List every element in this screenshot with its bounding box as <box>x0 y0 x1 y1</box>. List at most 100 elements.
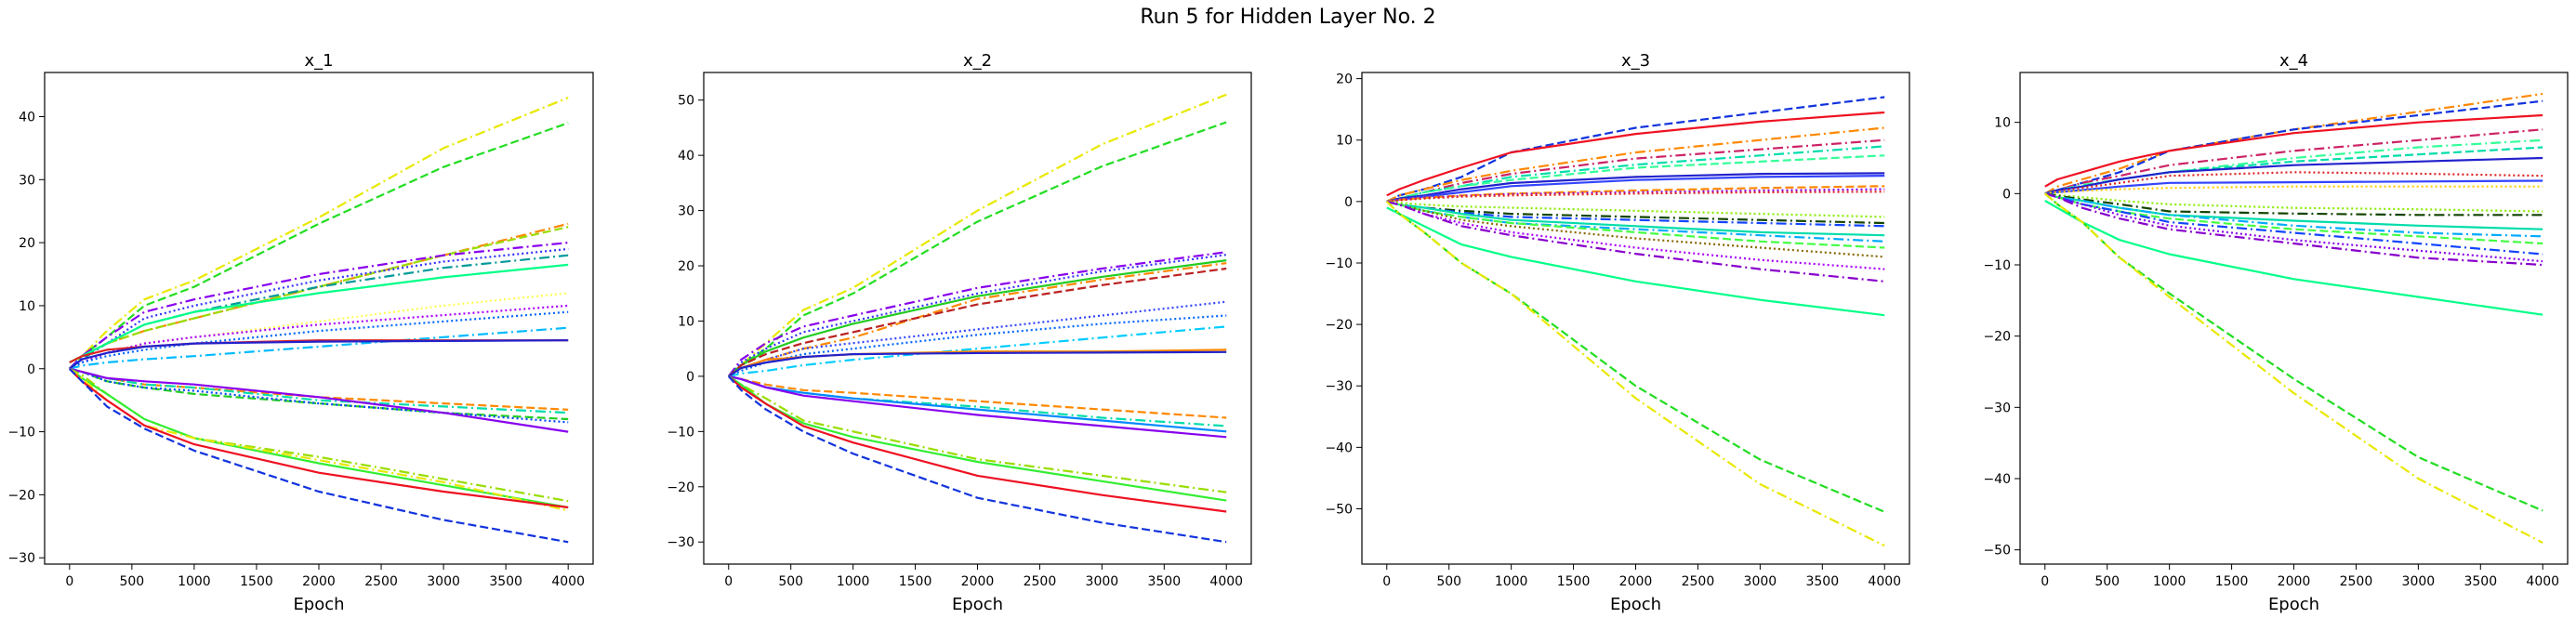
series-line-20 <box>727 375 1227 544</box>
y-tick-label: 20 <box>678 259 694 274</box>
y-tick-label: 0 <box>686 370 694 385</box>
series-line-1 <box>2044 92 2543 195</box>
subplot-title: x_3 <box>1621 51 1650 71</box>
series-line-5 <box>1386 145 1885 203</box>
x-tick-label: 500 <box>1436 574 1461 589</box>
y-tick-label: 10 <box>1994 116 2011 131</box>
y-tick-label: −20 <box>667 480 694 495</box>
series-line-9 <box>1386 185 1885 203</box>
series-line-6 <box>69 247 569 370</box>
series-line-19 <box>1386 200 1885 270</box>
x-tick-label: 1000 <box>837 574 870 589</box>
subplot-x_1: 0 500 1000 1500 2000 2500 3000 3500 4000 −30 −20 −1… <box>7 51 594 614</box>
series-line-9 <box>2044 179 2543 195</box>
x-tick-label: 4000 <box>1209 574 1243 589</box>
y-tick-label: 40 <box>19 110 35 125</box>
series-line-3 <box>727 251 1227 377</box>
y-tick-label: −30 <box>1983 401 2011 415</box>
x-tick-label: 2500 <box>364 574 398 589</box>
y-tick-label: −10 <box>1325 256 1353 271</box>
x-tick-label: 3500 <box>1147 574 1181 589</box>
x-tick-label: 3500 <box>2464 574 2497 589</box>
y-tick-label: −20 <box>1325 318 1353 333</box>
series-line-2 <box>1386 111 1885 197</box>
x-tick-label: 3500 <box>1805 574 1839 589</box>
series-line-1 <box>69 97 569 363</box>
x-tick-label: 2000 <box>302 574 336 589</box>
subplot-title: x_4 <box>2279 51 2308 71</box>
series-line-17 <box>69 367 569 421</box>
series-group <box>727 93 1227 544</box>
series-line-18 <box>1386 200 1885 258</box>
series-line-14 <box>728 375 1227 427</box>
series-line-13 <box>728 375 1227 419</box>
series-line-8 <box>728 300 1227 377</box>
series-line-14 <box>69 339 569 370</box>
subplot-x_3: 0 500 1000 1500 2000 2500 3000 3500 4000 −50 −40 −3… <box>1325 51 1910 614</box>
series-line-8 <box>69 263 569 363</box>
y-tick-label: −20 <box>1983 330 2011 345</box>
x-tick-label: 4000 <box>2526 574 2559 589</box>
series-line-10 <box>2044 185 2543 195</box>
series-line-12 <box>728 350 1227 377</box>
x-tick-label: 500 <box>119 574 144 589</box>
y-tick-label: 30 <box>678 204 694 219</box>
series-line-12 <box>69 326 569 370</box>
series-line-3 <box>2044 113 2543 188</box>
x-tick-label: 3500 <box>489 574 522 589</box>
series-line-21 <box>69 367 569 509</box>
series-line-24 <box>69 368 569 544</box>
x-tick-label: 2500 <box>1024 574 1057 589</box>
series-line-8 <box>2044 171 2543 195</box>
series-line-4 <box>69 226 569 370</box>
y-tick-label: −30 <box>667 535 694 550</box>
x-axis-label: Epoch <box>2268 595 2319 614</box>
y-tick-label: 30 <box>19 173 35 188</box>
x-tick-label: 2000 <box>1619 574 1653 589</box>
x-tick-label: 1000 <box>2153 574 2186 589</box>
series-line-9 <box>728 314 1227 377</box>
x-tick-label: 500 <box>778 574 803 589</box>
series-line-14 <box>1386 200 1885 228</box>
x-axis-label: Epoch <box>293 595 344 614</box>
series-line-19 <box>728 375 1227 513</box>
x-tick-label: 3000 <box>2402 574 2436 589</box>
plot-frame <box>2019 72 2569 565</box>
x-tick-label: 4000 <box>551 574 585 589</box>
x-tick-label: 1500 <box>899 574 932 589</box>
x-tick-label: 2000 <box>961 574 995 589</box>
series-line-1 <box>728 93 1227 377</box>
subplot-x_2: 0 500 1000 1500 2000 2500 3000 3500 4000−30−20−1… <box>667 51 1252 614</box>
x-tick-label: 0 <box>1382 574 1391 589</box>
series-line-21 <box>2044 192 2543 544</box>
series-line-10 <box>728 325 1227 377</box>
series-line-4 <box>2044 128 2543 195</box>
x-tick-label: 1500 <box>240 574 273 589</box>
series-group <box>2044 92 2543 544</box>
y-tick-label: 20 <box>1336 72 1353 87</box>
y-tick-label: 0 <box>27 362 35 377</box>
series-line-5 <box>69 242 569 370</box>
x-tick-label: 0 <box>724 574 733 589</box>
x-tick-label: 3000 <box>1086 574 1119 589</box>
y-tick-label: −10 <box>7 426 35 440</box>
y-tick-label: −10 <box>1983 258 2011 273</box>
series-line-18 <box>69 367 569 424</box>
y-tick-label: 10 <box>678 314 694 329</box>
x-tick-label: 2500 <box>2340 574 2373 589</box>
y-tick-label: −40 <box>1983 472 2011 487</box>
y-tick-label: 0 <box>2002 187 2011 202</box>
subplot-x_4: 0 500 1000 1500 2000 2500 3000 3500 4000 −50 −40 −3… <box>1983 51 2569 614</box>
series-line-3 <box>1386 126 1885 203</box>
y-tick-label: 10 <box>19 299 35 314</box>
series-line-16 <box>2044 192 2543 256</box>
series-line-7 <box>1386 172 1885 203</box>
series-line-1 <box>1386 96 1885 203</box>
y-tick-label: 0 <box>1344 195 1353 210</box>
x-axis-label: Epoch <box>952 595 1003 614</box>
series-line-18 <box>728 375 1227 502</box>
series-line-13 <box>1386 200 1885 225</box>
series-line-23 <box>1386 201 1885 547</box>
series-line-20 <box>1386 200 1885 283</box>
series-line-6 <box>728 262 1227 377</box>
